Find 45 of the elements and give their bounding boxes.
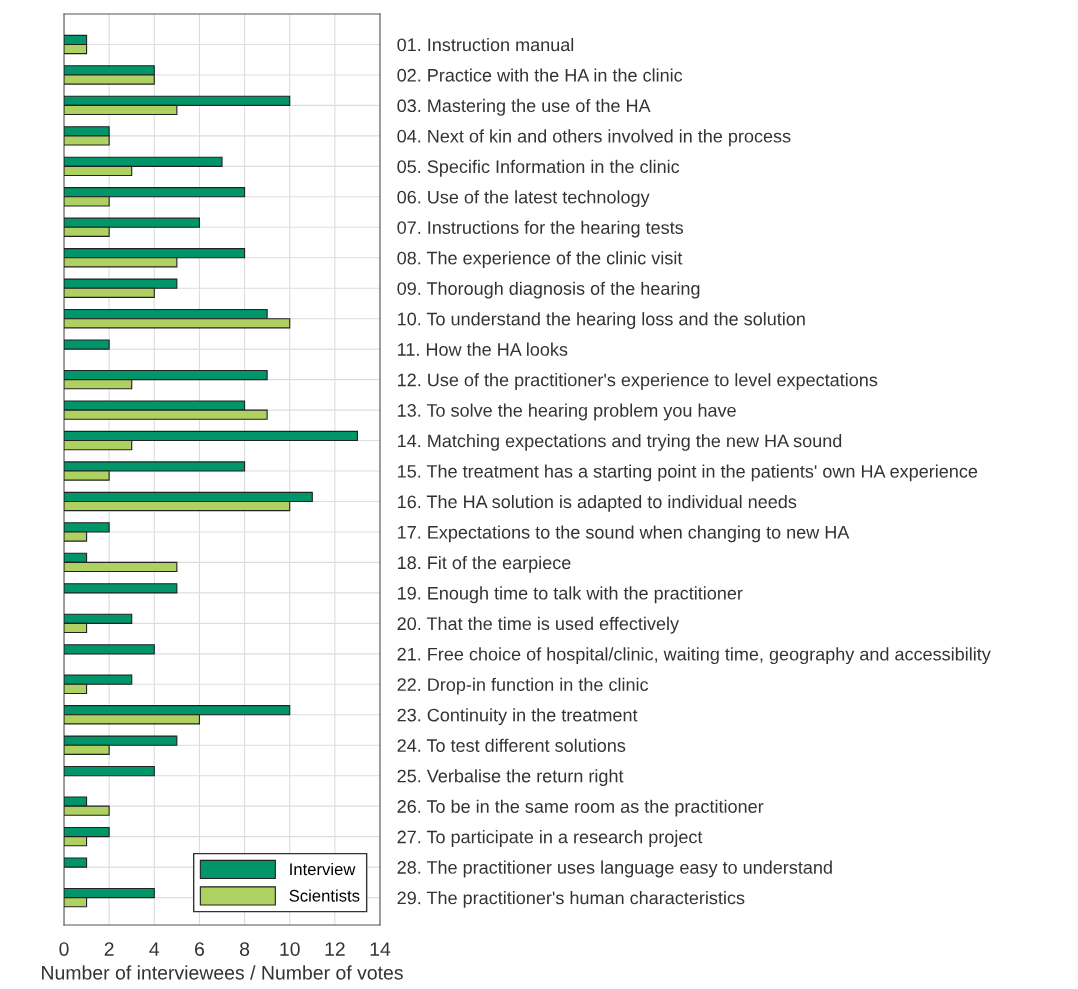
y-tick-label: 13. To solve the hearing problem you have	[398, 403, 736, 421]
y-tick-label: 16. The HA solution is adapted to individual needs	[398, 494, 797, 512]
legend-label: Scientists	[289, 889, 360, 902]
x-tick-label: 6	[195, 942, 204, 956]
y-tick-label: 14. Matching expectations and trying the new HA sound	[398, 434, 842, 451]
y-tick-label: 05. Specific Information in the clinic	[397, 159, 680, 177]
y-tick-label: 07. Instructions for the hearing tests	[397, 220, 684, 238]
y-tick-label: 09. Thorough diagnosis of the hearing	[397, 281, 700, 299]
y-tick-label: 19. Enough time to talk with the practitioner	[398, 586, 743, 604]
y-tick-label: 04. Next of kin and others involved in the process	[397, 129, 791, 147]
y-tick-label: 10. To understand the hearing loss and the solution	[398, 312, 805, 329]
bar	[64, 644, 155, 655]
y-tick-label: 02. Practice with the HA in the clinic	[397, 68, 683, 82]
y-tick-label: 12. Use of the practitioner's experience to level expectations	[398, 373, 878, 390]
x-tick-label: 10	[280, 942, 300, 956]
y-tick-label: 25. Verbalise the return right	[397, 769, 624, 786]
legend-label: Interview	[290, 862, 356, 876]
y-tick-label: 18. Fit of the earpiece	[398, 555, 571, 573]
y-tick-label: 24. To test different solutions	[397, 738, 626, 752]
y-tick-label: 11. How the HA looks	[398, 342, 568, 356]
bar	[64, 339, 110, 350]
x-axis-title: Number of interviewees / Number of votes	[42, 965, 403, 980]
y-tick-label: 03. Mastering the use of the HA	[397, 98, 651, 116]
x-tick-label: 2	[104, 942, 114, 956]
y-tick-label: 21. Free choice of hospital/clinic, waiting time, geography and accessibility	[397, 647, 991, 665]
y-tick-label: 22. Drop-in function in the clinic	[397, 677, 649, 695]
bar	[64, 766, 155, 777]
x-tick-label: 14	[370, 942, 391, 956]
y-tick-label: 08. The experience of the clinic visit	[397, 251, 683, 269]
y-tick-label: 26. To be in the same room as the practitioner	[397, 799, 764, 817]
bar	[64, 857, 88, 868]
y-tick-label: 29. The practitioner's human characteristics	[397, 891, 745, 908]
x-tick-label: 0	[59, 942, 69, 956]
y-tick-label: 06. Use of the latest technology	[397, 190, 650, 208]
x-tick-label: 12	[325, 942, 345, 956]
y-tick-label: 01. Instruction manual	[397, 37, 574, 52]
y-tick-label: 15. The treatment has a starting point in the patients' own HA experience	[398, 464, 978, 482]
bar	[64, 583, 178, 594]
y-tick-label: 28. The practitioner uses language easy to understand	[397, 860, 832, 878]
x-tick-label: 4	[149, 942, 160, 956]
y-tick-label: 27. To participate in a research project	[397, 830, 703, 847]
y-tick-label: 20. That the time is used effectively	[397, 616, 680, 634]
y-tick-label: 17. Expectations to the sound when changing to new HA	[398, 525, 850, 543]
y-tick-label: 23. Continuity in the treatment	[397, 708, 638, 726]
x-tick-label: 8	[240, 942, 250, 956]
